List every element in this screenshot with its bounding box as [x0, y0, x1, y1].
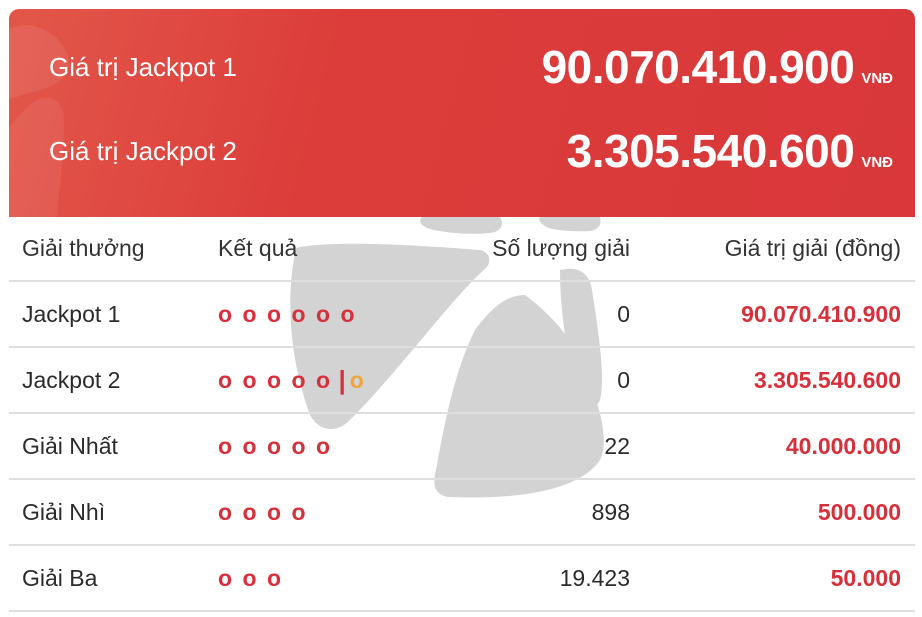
- prize-name: Jackpot 1: [22, 300, 121, 327]
- prize-value: 3.305.540.600: [753, 366, 901, 393]
- jackpot-1-label: Giá trị Jackpot 1: [49, 51, 237, 82]
- ball: o: [291, 498, 306, 525]
- ball: o: [267, 300, 282, 327]
- ball: o: [242, 564, 257, 591]
- table-row: Giải Nhì o o o o 898 500.000: [9, 480, 915, 546]
- result-balls: o o o o o: [218, 414, 341, 478]
- ball: o: [291, 366, 306, 393]
- header-count: Số lượng giải: [492, 235, 630, 261]
- ball: o: [267, 366, 282, 393]
- ball: o: [242, 498, 257, 525]
- ball: o: [291, 432, 306, 459]
- ball: o: [218, 366, 233, 393]
- header-value: Giá trị giải (đồng): [724, 235, 901, 261]
- jackpot-2-row: Giá trị Jackpot 2 3.305.540.600 VNĐ: [9, 121, 915, 181]
- ball: o: [218, 564, 233, 591]
- header-result: Kết quả: [218, 235, 298, 261]
- prize-count: 19.423: [559, 564, 630, 591]
- ball: o: [242, 300, 257, 327]
- jackpot-1-amount: 90.070.410.900: [541, 41, 855, 93]
- ball: o: [267, 432, 282, 459]
- bonus-separator: |: [338, 364, 346, 395]
- ball: o: [218, 498, 233, 525]
- ball: o: [267, 564, 282, 591]
- prize-value: 50.000: [830, 564, 901, 591]
- banner-decoration-icon: [9, 25, 70, 217]
- prize-value: 500.000: [817, 498, 901, 525]
- jackpot-2-currency: VNĐ: [861, 154, 893, 171]
- ball: o: [242, 432, 257, 459]
- result-balls: o o o o o | o: [218, 348, 374, 412]
- prize-name: Giải Ba: [22, 564, 98, 591]
- ball: o: [218, 300, 233, 327]
- prize-name: Giải Nhì: [22, 498, 106, 525]
- table-row: Giải Ba o o o 19.423 50.000: [9, 546, 915, 612]
- prize-name: Jackpot 2: [22, 366, 121, 393]
- jackpot-2-label: Giá trị Jackpot 2: [49, 135, 237, 166]
- bonus-ball: o: [349, 366, 364, 393]
- jackpot-2-amount: 3.305.540.600: [566, 125, 855, 177]
- prize-table: Giải thưởng Kết quả Số lượng giải Giá tr…: [9, 217, 915, 612]
- prize-count: 0: [617, 366, 630, 393]
- table-row: Giải Nhất o o o o o 22 40.000.000: [9, 414, 915, 480]
- table-row: Jackpot 1 o o o o o o 0 90.070.410.900: [9, 282, 915, 348]
- jackpot-1-value: 90.070.410.900 VNĐ: [542, 40, 893, 94]
- result-balls: o o o: [218, 546, 292, 610]
- jackpot-banner: Giá trị Jackpot 1 90.070.410.900 VNĐ Giá…: [9, 9, 915, 217]
- prize-value: 40.000.000: [785, 432, 901, 459]
- header-prize: Giải thưởng: [22, 235, 145, 261]
- ball: o: [316, 300, 331, 327]
- ball: o: [267, 498, 282, 525]
- prize-count: 0: [617, 300, 630, 327]
- prize-count: 22: [604, 432, 630, 459]
- table-row: Jackpot 2 o o o o o | o 0 3.305.540.600: [9, 348, 915, 414]
- result-balls: o o o o o o: [218, 282, 365, 346]
- jackpot-2-value: 3.305.540.600 VNĐ: [567, 124, 893, 178]
- ball: o: [340, 300, 355, 327]
- prize-count: 898: [591, 498, 630, 525]
- ball: o: [316, 432, 331, 459]
- jackpot-1-currency: VNĐ: [861, 70, 893, 87]
- ball: o: [291, 300, 306, 327]
- result-balls: o o o o: [218, 480, 316, 544]
- ball: o: [218, 432, 233, 459]
- table-header-row: Giải thưởng Kết quả Số lượng giải Giá tr…: [9, 217, 915, 282]
- prize-value: 90.070.410.900: [741, 300, 901, 327]
- jackpot-1-row: Giá trị Jackpot 1 90.070.410.900 VNĐ: [9, 37, 915, 97]
- prize-name: Giải Nhất: [22, 432, 118, 459]
- ball: o: [316, 366, 331, 393]
- ball: o: [242, 366, 257, 393]
